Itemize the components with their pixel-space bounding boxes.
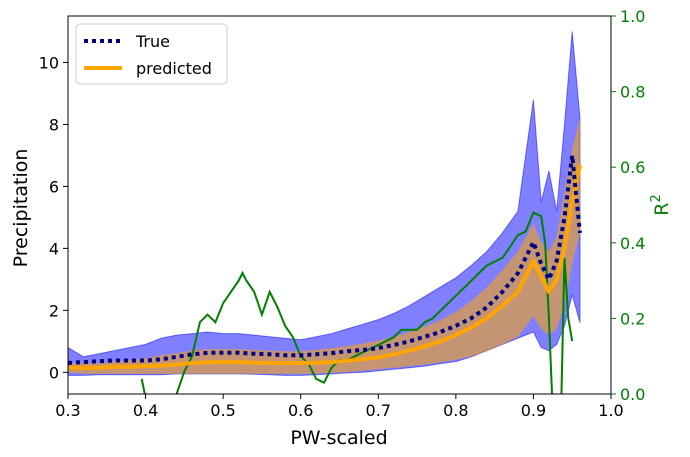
x-tick-label: 0.3 (55, 401, 80, 420)
plot-frame (67, 15, 612, 395)
legend-true-label: True (135, 32, 170, 51)
true-spread-band (68, 31, 581, 376)
plot-area (68, 31, 582, 394)
y-tick-label: 0 (49, 363, 59, 382)
legend: True predicted (75, 23, 228, 85)
y-tick-label: 8 (49, 115, 59, 134)
y-axis-label: Precipitation (10, 149, 32, 268)
y2-axis-ticks: 0.0 0.2 0.4 0.6 0.8 1.0 (611, 7, 645, 404)
legend-predicted-label: predicted (136, 59, 212, 78)
x-tick-label: 0.9 (521, 401, 546, 420)
true-line (68, 155, 582, 365)
x-axis-label: PW-scaled (290, 427, 387, 449)
x-tick-label: 0.8 (443, 401, 468, 420)
r2-line (140, 211, 574, 394)
y2-tick-label: 0.0 (620, 385, 645, 404)
y2-tick-label: 0.8 (620, 83, 645, 102)
y2-tick-label: 0.6 (620, 158, 645, 177)
y-tick-label: 6 (49, 177, 59, 196)
y-axis-ticks: 0 2 4 6 8 10 (39, 53, 68, 382)
y2-axis-label: R2 (649, 194, 673, 215)
y2-tick-label: 0.4 (620, 234, 645, 253)
plot-content (68, 31, 582, 394)
x-axis-ticks: 0.3 0.4 0.5 0.6 0.7 0.8 0.9 1.0 (55, 394, 624, 420)
x-tick-label: 0.5 (210, 401, 235, 420)
x-tick-label: 0.6 (288, 401, 313, 420)
x-tick-label: 0.4 (133, 401, 158, 420)
x-tick-label: 1.0 (598, 401, 623, 420)
predicted-line (68, 164, 582, 370)
x-tick-label: 0.7 (366, 401, 391, 420)
y2-axis-label-sup: 2 (649, 194, 664, 202)
y-tick-label: 4 (49, 239, 59, 258)
y2-tick-label: 1.0 (620, 7, 645, 26)
y2-axis-label-base: R (651, 203, 673, 216)
y-tick-label: 2 (49, 301, 59, 320)
y2-tick-label: 0.2 (620, 309, 645, 328)
y-tick-label: 10 (39, 53, 59, 72)
